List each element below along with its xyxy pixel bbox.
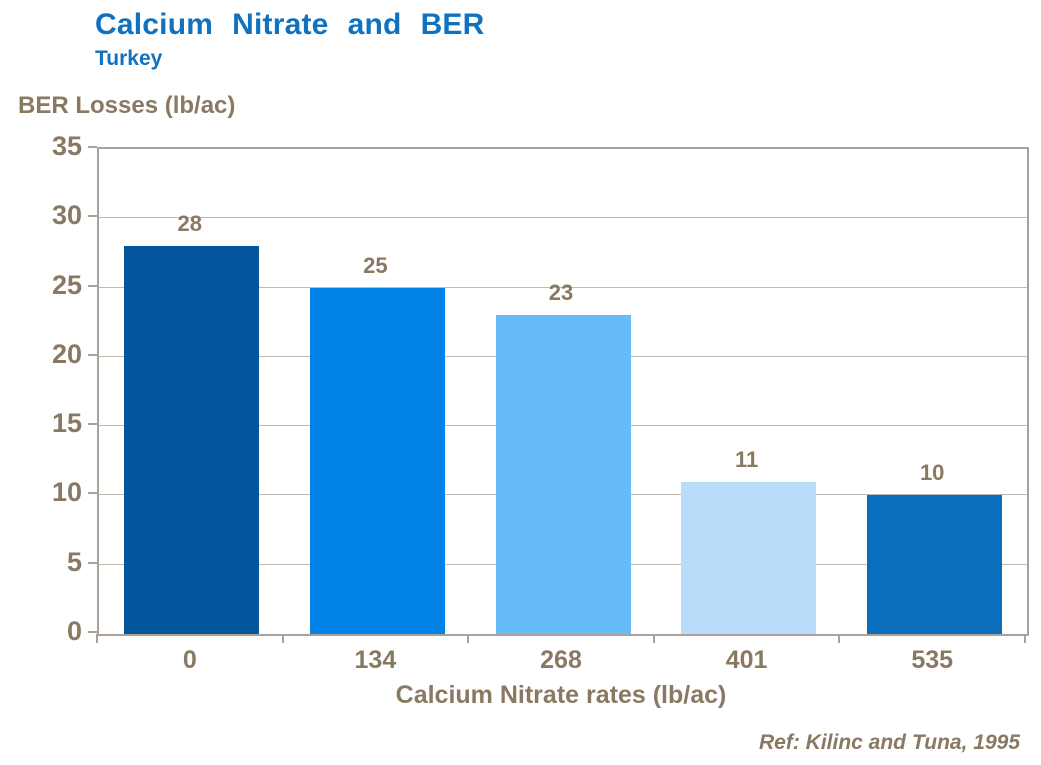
bar-value-label: 10 xyxy=(919,460,945,486)
y-tick-label: 35 xyxy=(51,131,82,161)
gridline xyxy=(99,217,1027,219)
y-tick-label: 20 xyxy=(51,338,82,369)
plot-area xyxy=(97,147,1029,636)
y-tick-label: 5 xyxy=(66,546,82,577)
y-tick-mark xyxy=(88,561,97,564)
y-axis-title: BER Losses (lb/ac) xyxy=(18,92,236,119)
x-axis-title: Calcium Nitrate rates (lb/ac) xyxy=(395,681,727,709)
x-tick-mark xyxy=(281,634,284,643)
y-tick-mark xyxy=(88,423,97,426)
x-tick-label: 535 xyxy=(911,646,954,674)
y-tick-label: 0 xyxy=(66,616,82,646)
x-tick-label: 268 xyxy=(540,646,582,674)
y-tick-label: 15 xyxy=(51,408,82,439)
x-tick-mark xyxy=(652,634,655,643)
bar-value-label: 28 xyxy=(177,211,203,236)
y-tick-mark xyxy=(88,284,97,287)
x-tick-label: 0 xyxy=(182,646,197,674)
chart-subtitle: Turkey xyxy=(95,47,163,70)
bar xyxy=(495,315,631,634)
y-tick-label: 30 xyxy=(51,200,82,231)
bar xyxy=(866,495,1002,634)
x-tick-mark xyxy=(467,634,470,643)
x-tick-mark xyxy=(1024,634,1026,643)
gridline xyxy=(99,286,1027,288)
bar xyxy=(681,481,817,634)
x-tick-label: 134 xyxy=(354,646,397,674)
x-tick-mark xyxy=(838,634,841,643)
reference-note: Ref: Kilinc and Tuna, 1995 xyxy=(758,731,1020,754)
x-tick-mark xyxy=(96,634,98,643)
y-tick-mark xyxy=(88,353,97,356)
y-tick-mark xyxy=(88,492,97,495)
bar xyxy=(309,287,445,634)
y-tick-mark xyxy=(88,146,97,148)
bar-value-label: 23 xyxy=(548,280,574,306)
bar-value-label: 11 xyxy=(734,446,759,472)
y-tick-mark xyxy=(88,215,97,218)
y-tick-mark xyxy=(88,631,97,633)
y-tick-label: 25 xyxy=(51,269,82,300)
bar-value-label: 25 xyxy=(363,252,388,278)
bar xyxy=(124,246,260,634)
y-tick-label: 10 xyxy=(51,477,82,508)
chart-title: Calcium Nitrate and BER xyxy=(95,8,485,41)
x-tick-label: 401 xyxy=(725,646,768,674)
